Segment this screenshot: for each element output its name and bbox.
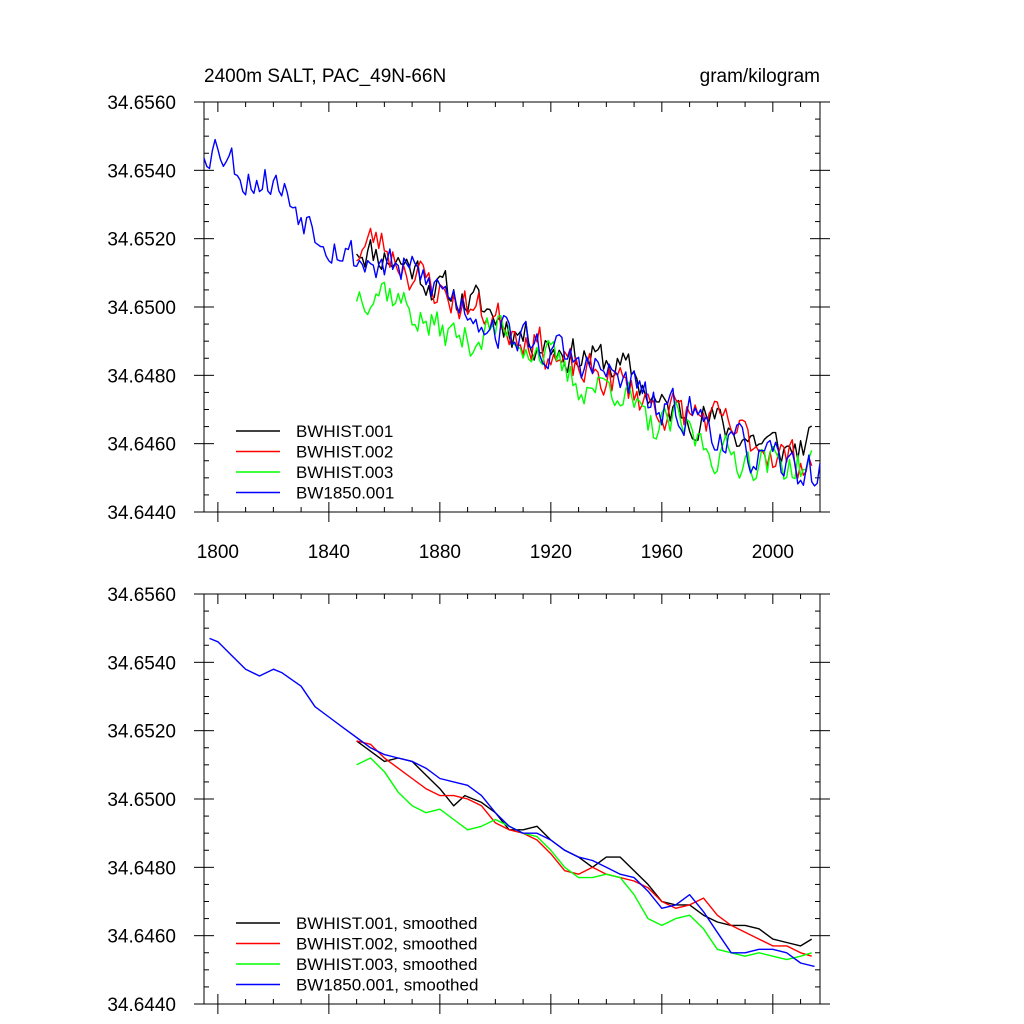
y-tick-label: 34.6480 (107, 858, 176, 879)
y-tick-label: 34.6440 (107, 503, 176, 524)
x-tick-label: 1920 (530, 542, 572, 563)
legend-label: BWHIST.001, smoothed (296, 914, 477, 933)
y-tick-label: 34.6500 (107, 298, 176, 319)
series-line-3 (203, 138, 821, 487)
y-tick-label: 34.6560 (107, 93, 176, 114)
y-tick-label: 34.6520 (107, 722, 176, 743)
legend-label: BWHIST.003 (296, 463, 393, 482)
y-tick-label: 34.6480 (107, 366, 176, 387)
y-tick-label: 34.6540 (107, 653, 176, 674)
y-tick-label: 34.6560 (107, 585, 176, 606)
chart-title-left: 2400m SALT, PAC_49N-66N (204, 66, 446, 87)
y-tick-label: 34.6460 (107, 927, 176, 948)
x-tick-label: 1960 (641, 542, 683, 563)
y-tick-label: 34.6460 (107, 435, 176, 456)
series-line-1 (356, 740, 812, 957)
panel-raw-salinity: 2400m SALT, PAC_49N-66N gram/kilogram 18… (107, 66, 830, 563)
legend-label: BW1850.001 (296, 484, 394, 503)
panel-smoothed-salinity: 34.6440 34.6460 34.6480 34.6500 34.6520 34.65… (107, 585, 830, 1016)
series-line-0 (356, 239, 813, 464)
series-line-0 (356, 740, 813, 947)
legend-label: BWHIST.002, smoothed (296, 935, 477, 954)
x-tick-label: 1800 (197, 542, 239, 563)
series-line-3 (209, 637, 815, 968)
chart-title-right: gram/kilogram (700, 66, 820, 87)
x-tick-label: 2000 (752, 542, 794, 563)
y-tick-label: 34.6520 (107, 230, 176, 251)
y-tick-label: 34.6500 (107, 790, 176, 811)
legend-label: BWHIST.003, smoothed (296, 955, 477, 974)
y-tick-label: 34.6440 (107, 995, 176, 1016)
y-tick-label: 34.6540 (107, 161, 176, 182)
series-line-2 (356, 757, 812, 961)
x-tick-label: 1880 (419, 542, 461, 563)
legend-label: BWHIST.002 (296, 443, 393, 462)
legend-label: BWHIST.001 (296, 422, 393, 441)
x-tick-label: 1840 (308, 542, 350, 563)
legend-label: BW1850.001, smoothed (296, 976, 478, 995)
series-line-2 (355, 281, 813, 482)
